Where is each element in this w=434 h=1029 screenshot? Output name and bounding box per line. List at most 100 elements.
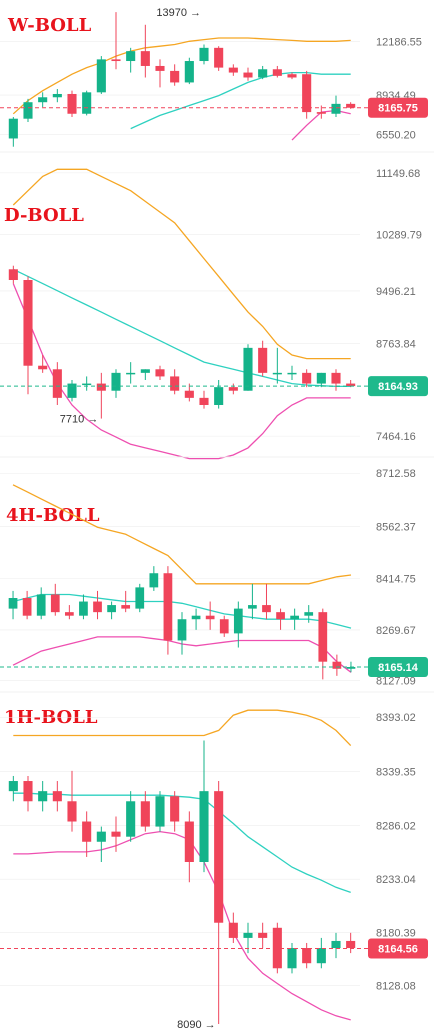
candle-body [170, 70, 180, 83]
lower-band-line [12, 283, 351, 460]
candle-body [107, 605, 116, 613]
candle-body [155, 65, 165, 71]
panel-title: 4H-BOLL [6, 505, 100, 526]
candle-body [149, 573, 159, 588]
candle-body [52, 93, 62, 98]
candle-body [219, 619, 229, 634]
candle-body [23, 280, 33, 366]
candle-body [331, 940, 341, 949]
extreme-price-annotation: 13970 → [156, 7, 201, 19]
candle-body [82, 92, 92, 114]
candle-body [184, 61, 194, 83]
candle-body [82, 383, 92, 386]
y-tick-label: 8763.84 [376, 338, 416, 350]
candle-body [82, 821, 92, 842]
candle-body [67, 801, 77, 822]
y-tick-label: 8233.04 [376, 874, 416, 886]
candle-body [318, 612, 328, 662]
candle-body [276, 612, 285, 620]
y-tick-label: 8339.35 [376, 767, 416, 779]
candle-body [38, 791, 48, 802]
candle-body [346, 940, 356, 949]
candle-body [8, 598, 18, 609]
candle-body [79, 601, 88, 616]
candle-body [205, 615, 215, 620]
y-tick-label: 8562.37 [376, 521, 416, 533]
last-price-label: 8164.93 [378, 381, 418, 393]
candle-body [272, 927, 282, 969]
panel-title: W-BOLL [7, 15, 92, 36]
candle-body [316, 372, 326, 384]
candle-body [243, 347, 253, 391]
extreme-price-annotation: 8090 → [177, 1019, 216, 1029]
candle-body [170, 376, 180, 391]
candle-body [302, 74, 312, 113]
candle-body [258, 932, 268, 938]
candle-body [111, 59, 121, 62]
candle-body [214, 791, 224, 923]
daily-boll-panel: D-BOLL 11149.68 10289.79 9496.21 8763.84 746… [0, 151, 434, 460]
candle-body [8, 781, 18, 792]
candle-body [8, 269, 18, 280]
last-price-label: 8164.56 [378, 943, 418, 955]
candle-body [287, 948, 297, 969]
candle-body [290, 615, 300, 620]
upper-band-line [12, 484, 352, 585]
candle-body [272, 372, 282, 375]
y-tick-label: 10289.79 [376, 229, 422, 241]
y-tick-label: 8712.58 [376, 468, 416, 480]
candle-body [8, 118, 18, 139]
y-tick-label: 8286.02 [376, 821, 416, 833]
upper-band-line [13, 709, 352, 747]
candle-body [50, 594, 60, 613]
candle-body [214, 47, 224, 68]
candle-body [22, 598, 32, 616]
y-tick-label: 7464.16 [376, 431, 416, 443]
last-price-tag [368, 97, 428, 118]
lower-band-line [13, 830, 351, 1021]
candle-body [304, 612, 314, 616]
last-price-tag [368, 656, 428, 677]
candle-body [36, 594, 46, 616]
candle-body [67, 383, 77, 398]
y-tick-label: 8128.08 [376, 980, 416, 992]
candle-body [126, 51, 136, 62]
candle-body [316, 112, 326, 114]
candle-body [346, 667, 356, 669]
one-hour-boll-panel: 1H-BOLL 8393.028339.358286.028233.048180… [0, 691, 434, 1029]
candle-body [155, 369, 165, 377]
candle-body [346, 103, 356, 108]
candle-body [331, 103, 341, 114]
candle-body [199, 397, 209, 405]
candle-body [316, 948, 326, 964]
upper-band-line [12, 37, 351, 115]
candle-body [140, 369, 150, 373]
candle-body [258, 347, 268, 373]
y-tick-label: 8127.09 [376, 675, 416, 687]
candle-body [140, 51, 150, 66]
y-tick-label: 8269.67 [376, 625, 416, 637]
extreme-price-annotation: 7710 → [60, 414, 99, 426]
candle-body [184, 821, 194, 862]
candle-body [135, 587, 145, 609]
y-tick-label: 11149.68 [376, 168, 420, 180]
candle-body [38, 365, 48, 370]
candle-body [199, 47, 209, 62]
candle-body [191, 615, 201, 620]
candle-body [184, 390, 194, 398]
candle-body [111, 831, 121, 837]
candle-body [248, 605, 257, 609]
candle-body [214, 387, 224, 405]
candle-body [96, 59, 106, 93]
candle-body [93, 601, 102, 613]
candle-body [52, 369, 62, 398]
panel-title: D-BOLL [4, 205, 84, 226]
candle-body [177, 619, 187, 641]
candle-body [155, 796, 165, 827]
last-price-tag [368, 376, 428, 397]
candle-body [52, 791, 62, 802]
candle-body [233, 608, 243, 634]
candle-body [228, 67, 238, 73]
candle-body [96, 831, 106, 842]
